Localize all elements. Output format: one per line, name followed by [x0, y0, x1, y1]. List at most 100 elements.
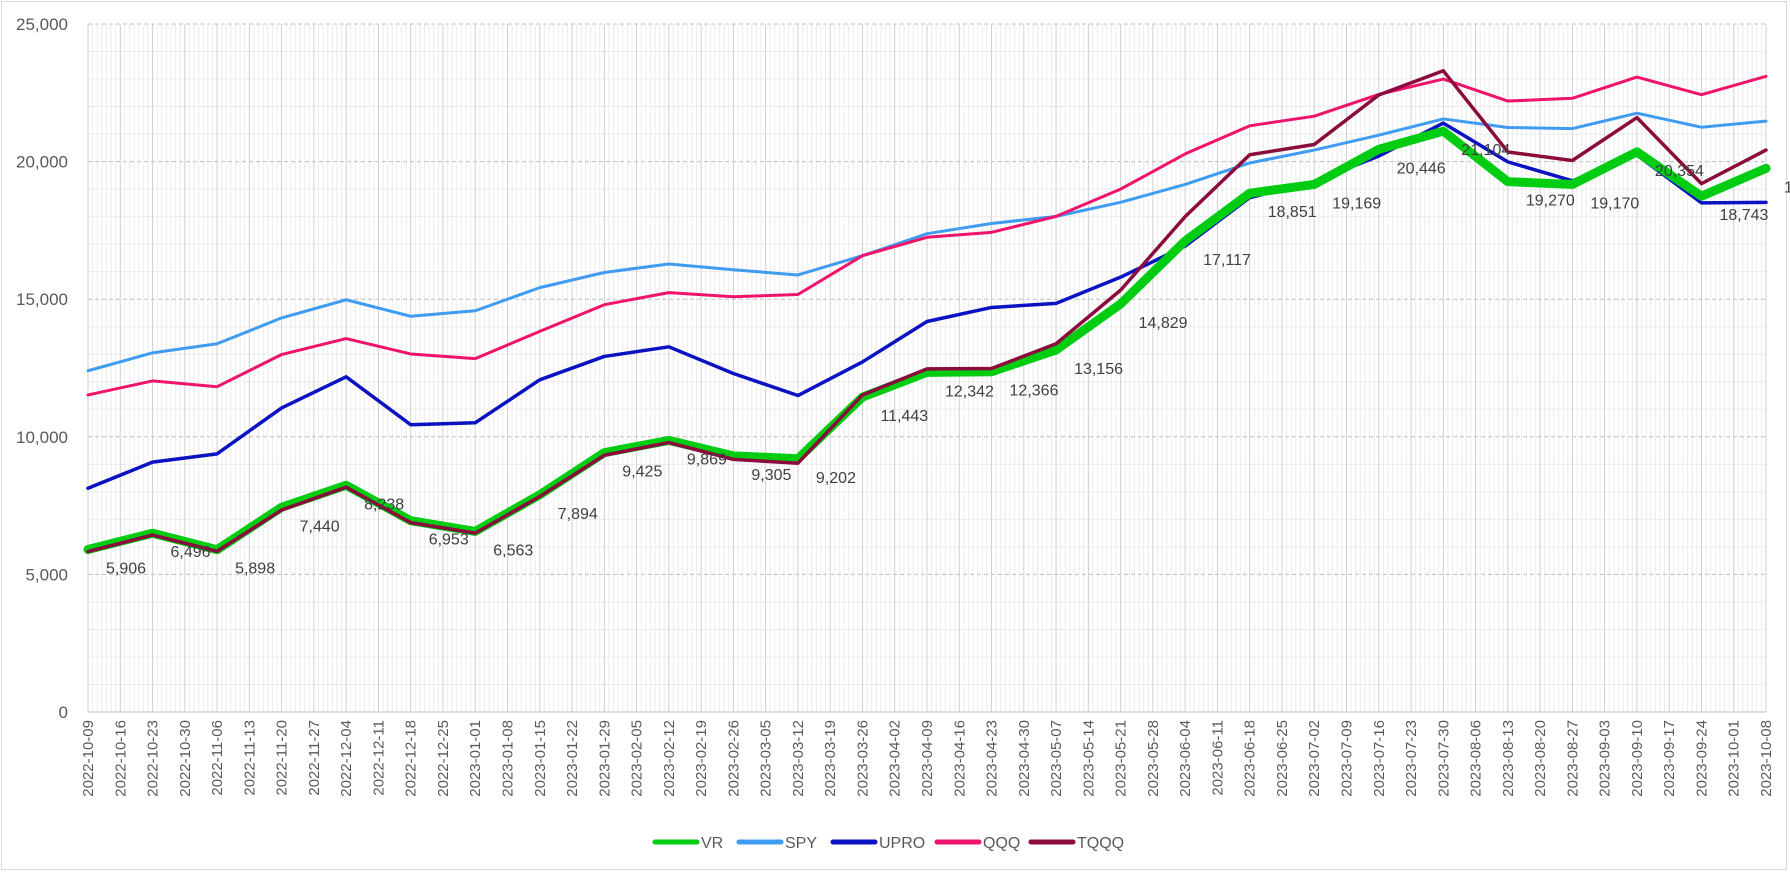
data-label: 19,170 — [1590, 195, 1639, 212]
data-label: 8,238 — [364, 496, 404, 513]
x-tick-label: 2022-11-06 — [209, 720, 226, 796]
x-tick-label: 2022-11-13 — [241, 720, 258, 796]
x-tick-label: 2022-12-18 — [403, 720, 420, 797]
x-tick-label: 2023-08-13 — [1500, 720, 1517, 797]
legend: VR SPY UPRO QQQ TQQQ — [652, 835, 1124, 852]
data-label: 9,869 — [687, 451, 727, 468]
data-label: 9,202 — [816, 470, 856, 487]
data-label: 20,354 — [1655, 163, 1704, 180]
data-label: 5,898 — [235, 561, 275, 578]
minor-gridlines — [88, 24, 1766, 712]
x-tick-label: 2023-02-26 — [725, 720, 742, 797]
x-tick-label: 2022-12-25 — [435, 720, 452, 797]
data-label: 7,440 — [300, 518, 340, 535]
data-label: 18,851 — [1268, 204, 1317, 221]
x-tick-label: 2023-04-02 — [887, 720, 904, 797]
data-label: 18,743 — [1719, 207, 1768, 224]
x-tick-label: 2023-04-16 — [951, 720, 968, 797]
x-tick-label: 2023-07-30 — [1435, 720, 1452, 797]
x-tick-label: 2023-02-05 — [629, 720, 646, 797]
x-tick-label: 2022-10-16 — [112, 720, 129, 797]
data-label: 5,906 — [106, 560, 146, 577]
legend-label: UPRO — [879, 835, 925, 852]
x-tick-label: 2023-03-12 — [790, 720, 807, 797]
x-tick-label: 2023-03-19 — [822, 720, 839, 797]
x-tick-label: 2023-05-28 — [1145, 720, 1162, 797]
x-tick-label: 2022-11-20 — [274, 720, 291, 796]
x-tick-label: 2023-03-26 — [854, 720, 871, 797]
y-tick-label: 25,000 — [16, 15, 68, 34]
x-tick-label: 2023-01-08 — [500, 720, 517, 797]
data-label: 9,305 — [751, 467, 791, 484]
x-tick-label: 2022-12-11 — [370, 720, 387, 796]
x-tick-label: 2023-10-08 — [1758, 720, 1775, 797]
legend-label: SPY — [785, 835, 817, 852]
y-tick-label: 0 — [59, 703, 68, 722]
x-tick-label: 2023-04-09 — [919, 720, 936, 797]
data-label: 12,366 — [1010, 383, 1059, 400]
legend-label: VR — [701, 835, 723, 852]
x-tick-label: 2023-09-10 — [1629, 720, 1646, 797]
x-tick-label: 2023-02-12 — [661, 720, 678, 797]
data-label: 6,496 — [171, 544, 211, 561]
x-tick-label: 2023-05-14 — [1080, 720, 1097, 797]
data-label: 17,117 — [1203, 252, 1251, 269]
y-tick-label: 15,000 — [16, 290, 68, 309]
x-tick-label: 2023-01-01 — [467, 720, 484, 797]
x-tick-label: 2023-06-25 — [1274, 720, 1291, 797]
x-tick-label: 2023-09-03 — [1597, 720, 1614, 797]
x-tick-label: 2023-03-05 — [758, 720, 775, 797]
y-tick-label: 5,000 — [25, 565, 68, 584]
x-tick-label: 2023-01-29 — [596, 720, 613, 797]
x-tick-label: 2023-05-21 — [1113, 720, 1130, 797]
x-tick-label: 2023-06-11 — [1209, 720, 1226, 796]
legend-item-upro: UPRO — [830, 835, 925, 852]
x-tick-label: 2023-04-30 — [1016, 720, 1033, 797]
legend-item-tqqq: TQQQ — [1028, 835, 1124, 852]
legend-item-spy: SPY — [736, 835, 817, 852]
x-tick-label: 2023-07-23 — [1403, 720, 1420, 797]
data-label: 11,443 — [880, 408, 928, 425]
x-tick-label: 2023-06-04 — [1177, 720, 1194, 797]
data-label: 7,894 — [558, 506, 598, 523]
data-label: 6,563 — [493, 542, 533, 559]
data-label: 21,104 — [1461, 142, 1510, 159]
data-labels: 5,906 6,496 5,898 7,440 8,238 6,953 6,563 7,894… — [106, 142, 1790, 577]
series-line-tqqq — [86, 69, 1768, 554]
data-label: 19,169 — [1332, 195, 1381, 212]
x-tick-label: 2023-01-22 — [564, 720, 581, 797]
y-tick-label: 20,000 — [16, 153, 68, 172]
x-axis-ticks: 2022-10-09 2022-10-16 2022-10-23 2022-10-30… — [80, 720, 1775, 797]
x-tick-label: 2023-04-23 — [984, 720, 1001, 797]
series-line-upro — [86, 121, 1768, 491]
x-tick-label: 2023-07-02 — [1306, 720, 1323, 797]
data-label: 20,446 — [1397, 160, 1446, 177]
x-tick-label: 2023-09-17 — [1661, 720, 1678, 797]
legend-label: QQQ — [983, 835, 1020, 852]
x-tick-label: 2022-10-30 — [177, 720, 194, 797]
x-tick-label: 2023-07-16 — [1371, 720, 1388, 797]
data-label: 13,156 — [1074, 361, 1123, 378]
legend-item-qqq: QQQ — [934, 835, 1020, 852]
x-tick-label: 2023-09-24 — [1693, 720, 1710, 797]
x-tick-label: 2022-10-23 — [145, 720, 162, 797]
legend-label: TQQQ — [1077, 835, 1124, 852]
y-tick-label: 10,000 — [16, 428, 68, 447]
x-tick-label: 2023-06-18 — [1242, 720, 1259, 797]
data-label: 19,270 — [1526, 193, 1575, 210]
data-label: 14,829 — [1139, 315, 1188, 332]
x-tick-label: 2023-08-27 — [1564, 720, 1581, 797]
x-tick-label: 2023-07-09 — [1339, 720, 1356, 797]
x-tick-label: 2023-08-06 — [1468, 720, 1485, 797]
y-axis-ticks: 0 5,000 10,000 15,000 20,000 25,000 — [16, 15, 68, 722]
data-label: 6,953 — [429, 532, 469, 549]
series-lines — [83, 69, 1771, 555]
series-line-qqq — [86, 74, 1768, 397]
x-tick-label: 2022-10-09 — [80, 720, 97, 797]
x-tick-label: 2022-11-27 — [306, 720, 323, 796]
data-label: 19,755 — [1784, 179, 1790, 196]
x-tick-label: 2023-02-19 — [693, 720, 710, 797]
x-tick-label: 2023-08-20 — [1532, 720, 1549, 797]
data-label: 9,425 — [622, 464, 662, 481]
